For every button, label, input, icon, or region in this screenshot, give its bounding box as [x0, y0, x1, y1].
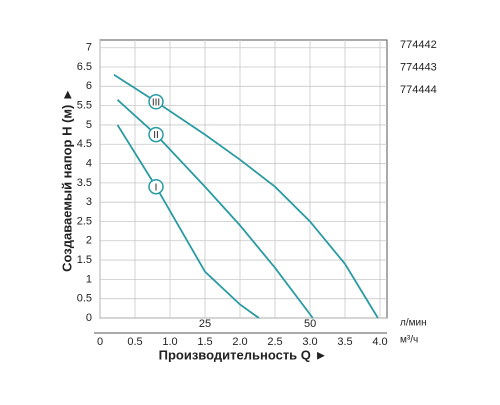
x2-tick-label: 50 [304, 318, 316, 330]
x-unit: м³/ч [400, 335, 418, 346]
curve-label: II [153, 130, 159, 141]
legend-label: 774442 [400, 39, 437, 51]
y-tick-label: 5 [86, 119, 92, 131]
x-tick-label: 0 [97, 336, 103, 348]
curve-label: I [155, 182, 158, 193]
y-tick-label: 0.5 [77, 293, 92, 305]
x-tick-label: 3.0 [302, 336, 317, 348]
curve [113, 73, 379, 319]
y-axis-label: Создаваемый напор H (м) ► [59, 88, 74, 272]
x-tick-label: 2.5 [267, 336, 282, 348]
y-tick-label: 6.5 [77, 61, 92, 73]
y-tick-label: 6 [86, 80, 92, 92]
x-tick-label: 2.0 [232, 336, 247, 348]
y-tick-label: 2.5 [77, 215, 92, 227]
x-tick-label: 1.0 [162, 336, 177, 348]
curve [116, 99, 314, 319]
legend-label: 774443 [400, 61, 437, 73]
curve-label: III [152, 97, 160, 108]
curve-marker [148, 94, 164, 110]
x2-unit: л/мин [400, 318, 427, 329]
plot-frame [99, 39, 388, 319]
legend-label: 774444 [400, 84, 437, 96]
x-axis-label: Производительность Q ► [159, 347, 328, 362]
curve [116, 124, 260, 319]
y-tick-label: 0 [86, 312, 92, 324]
x-tick-label: 1.5 [197, 336, 212, 348]
x-tick-label: 3.5 [337, 336, 352, 348]
x-tick-label: 0.5 [127, 336, 142, 348]
x2-tick-label: 25 [199, 318, 211, 330]
x-tick-label: 4.0 [372, 336, 387, 348]
y-tick-label: 5.5 [77, 100, 92, 112]
curve-marker [148, 178, 164, 195]
y-tick-label: 4 [86, 157, 92, 169]
y-tick-label: 3.5 [77, 177, 92, 189]
y-tick-label: 7 [86, 42, 92, 54]
y-tick-label: 1 [86, 273, 92, 285]
y-tick-label: 2 [86, 235, 92, 247]
curve-marker [148, 126, 164, 143]
y-tick-label: 3 [86, 196, 92, 208]
y-tick-label: 4.5 [77, 138, 92, 150]
y-tick-label: 1.5 [77, 254, 92, 266]
